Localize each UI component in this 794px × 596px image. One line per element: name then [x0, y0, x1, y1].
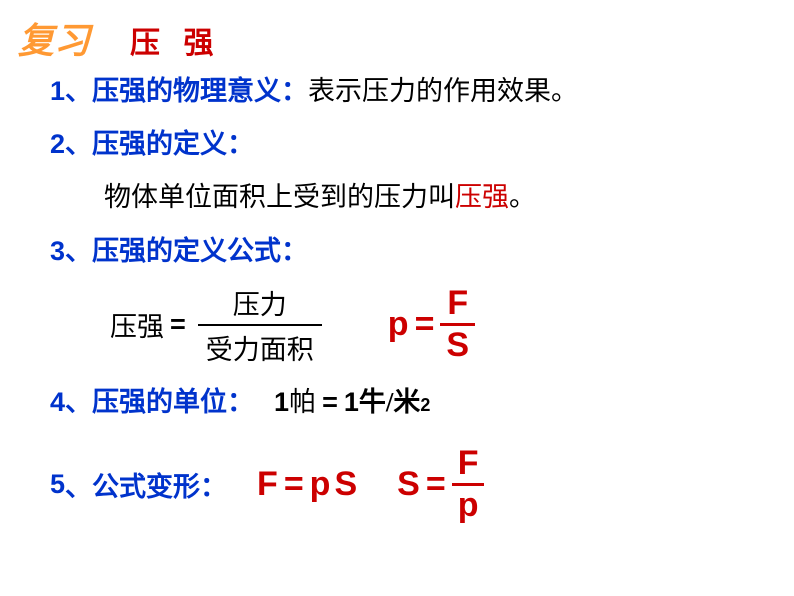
review-label: 复习	[18, 12, 90, 64]
item1-content: 表示压力的作用效果。	[308, 76, 578, 106]
content-area: 1、压强的物理意义：表示压力的作用效果。 2、压强的定义： 物体单位面积上受到的…	[50, 70, 770, 525]
S-eq: S	[397, 465, 420, 504]
fraction-chinese: 压力 受力面积	[198, 283, 322, 367]
item4-num: 4	[50, 381, 65, 424]
item-2-content: 物体单位面积上受到的压力叫压强。	[104, 176, 770, 219]
fraction-FS: F S	[440, 284, 475, 365]
unit-sup: 2	[420, 391, 430, 420]
p-var3: p	[452, 483, 485, 525]
item1-num: 1	[50, 76, 65, 106]
item2-label: 、压强的定义：	[65, 129, 254, 159]
F-var3: F	[452, 444, 485, 483]
p-var2: p	[310, 465, 331, 504]
item3-num: 3	[50, 236, 65, 266]
item-2: 2、压强的定义：	[50, 123, 770, 166]
eq-3: =	[284, 465, 304, 504]
item2-content-post: 。	[509, 182, 536, 212]
formula-left: 压强	[110, 305, 164, 344]
unit-nm: 牛/米	[359, 381, 421, 424]
item-5: 5、公式变形： F = p S S = F p	[50, 444, 770, 525]
F-eq: F	[257, 465, 278, 504]
item2-content-red: 压强	[455, 182, 509, 212]
fraction-Fp: F p	[452, 444, 485, 525]
item-3-formula: 压强 = 压力 受力面积 p = F S	[110, 283, 770, 367]
item-1: 1、压强的物理意义：表示压力的作用效果。	[50, 70, 770, 113]
frac-bot: 受力面积	[198, 324, 322, 367]
unit-pa: 帕	[289, 381, 316, 424]
item5-num: 5	[50, 469, 65, 500]
S-var2: S	[334, 465, 357, 504]
item3-label: 、压强的定义公式：	[65, 236, 308, 266]
item2-content-pre: 物体单位面积上受到的压力叫	[104, 182, 455, 212]
eq-sign-1: =	[170, 309, 186, 340]
F-var: F	[441, 284, 474, 323]
item5-label: 、公式变形：	[65, 465, 227, 504]
item4-label: 、压强的单位：	[65, 381, 254, 424]
frac-top: 压力	[225, 283, 295, 324]
item2-num: 2	[50, 129, 65, 159]
S-var: S	[440, 323, 475, 365]
page-title: 压 强	[130, 18, 222, 62]
eq-4: =	[426, 465, 446, 504]
item1-label: 、压强的物理意义：	[65, 76, 308, 106]
unit-eq: =	[322, 381, 338, 424]
p-variable: p	[388, 305, 409, 344]
unit-1: 1	[274, 381, 289, 424]
unit-11: 1	[344, 381, 359, 424]
eq-sign-2: =	[415, 305, 435, 344]
item-4: 4、压强的单位： 1 帕 = 1 牛/米2	[50, 381, 770, 424]
item-3: 3、压强的定义公式：	[50, 230, 770, 273]
